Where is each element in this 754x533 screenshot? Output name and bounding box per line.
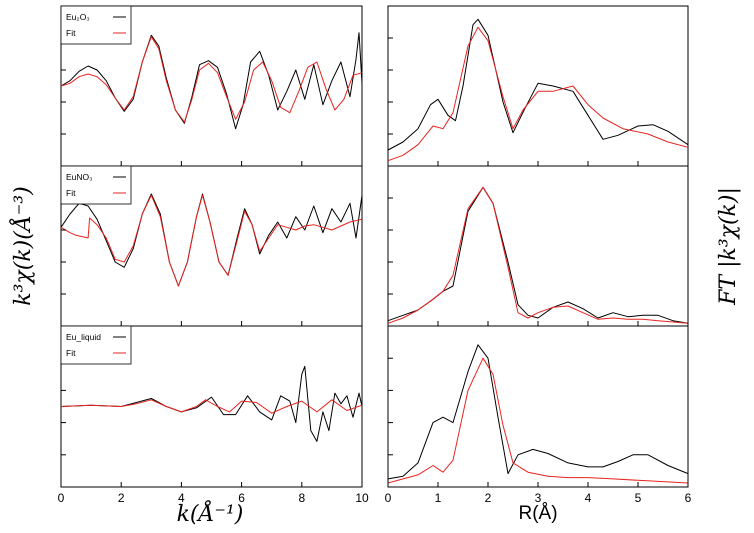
curves-layer bbox=[60, 18, 689, 484]
r-data-line bbox=[387, 18, 689, 151]
k-x-tick-label: 4 bbox=[178, 491, 185, 505]
legend-label-data: Eu_liquid bbox=[66, 332, 101, 342]
r-y-axis-label: FT |k³χ(k)| bbox=[716, 187, 741, 306]
r-x-tick-label: 1 bbox=[435, 491, 442, 505]
k-data-line bbox=[60, 365, 363, 442]
legend-label-fit: Fit bbox=[66, 348, 76, 358]
k-x-tick-label: 10 bbox=[355, 491, 369, 505]
r-x-tick-label: 4 bbox=[585, 491, 592, 505]
k-data-line bbox=[60, 32, 363, 130]
legend-label-fit: Fit bbox=[66, 28, 76, 38]
r-x-axis-label: R(Å) bbox=[518, 503, 557, 524]
r-fit-line bbox=[387, 186, 689, 324]
k-x-tick-label: 2 bbox=[118, 491, 125, 505]
k-fit-line bbox=[60, 36, 363, 123]
r-data-line bbox=[387, 186, 689, 324]
k-panel-frame bbox=[60, 5, 363, 488]
legend-box bbox=[60, 325, 132, 365]
r-data-line bbox=[387, 344, 689, 480]
legend-label-data: Eu₂O₃ bbox=[66, 12, 90, 22]
k-fit-line bbox=[60, 399, 363, 414]
k-y-axis-label: k³χ(k)(Å⁻³) bbox=[8, 186, 36, 305]
legend-label-data: EuNO₃ bbox=[66, 172, 93, 182]
k-fit-line bbox=[60, 194, 363, 287]
legend-box bbox=[60, 165, 132, 205]
k-x-axis-label: k(Å⁻¹) bbox=[177, 499, 244, 527]
r-x-tick-label: 0 bbox=[385, 491, 392, 505]
k-x-tick-label: 8 bbox=[298, 491, 305, 505]
k-x-tick-label: 0 bbox=[58, 491, 65, 505]
legend-label-fit: Fit bbox=[66, 188, 76, 198]
k-data-line bbox=[60, 193, 363, 287]
r-x-tick-label: 2 bbox=[485, 491, 492, 505]
k-x-tick-label: 6 bbox=[238, 491, 245, 505]
r-x-tick-label: 5 bbox=[635, 491, 642, 505]
r-panel-frame bbox=[387, 5, 689, 488]
r-fit-line bbox=[387, 26, 689, 162]
r-x-tick-label: 6 bbox=[685, 491, 692, 505]
r-fit-line bbox=[387, 357, 689, 484]
legend-box bbox=[60, 5, 132, 45]
legend-row-2: EuNO₃ Fit bbox=[60, 165, 132, 205]
legend-row-3: Eu_liquid Fit bbox=[60, 325, 132, 365]
r-x-tick-label: 3 bbox=[535, 491, 542, 505]
ticks-layer: 0 2 4 6 8 10 0 1 2 3 4 5 6 bbox=[58, 37, 692, 505]
legend-row-1: Eu₂O₃ Fit bbox=[60, 5, 132, 45]
